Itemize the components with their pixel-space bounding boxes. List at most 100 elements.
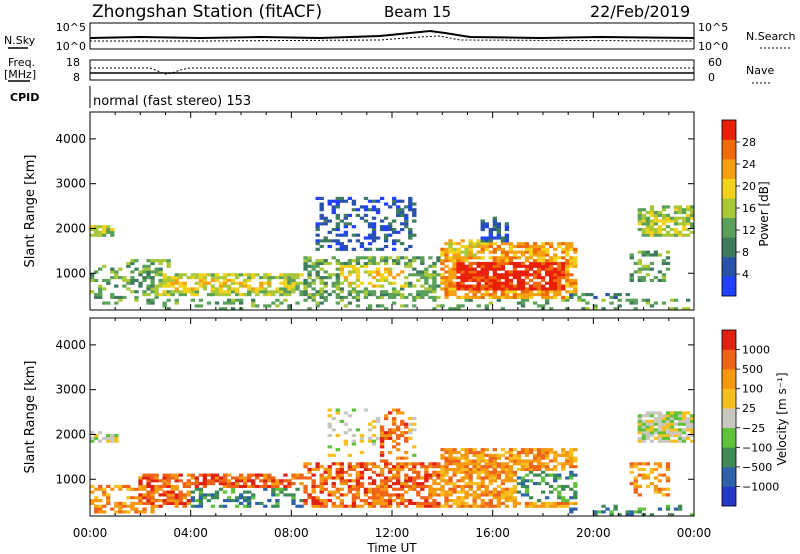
heatmap-cell [448, 467, 453, 472]
heatmap-cell [343, 276, 349, 280]
heatmap-cell [460, 453, 465, 457]
heatmap-cell [476, 284, 481, 288]
heatmap-cell [661, 213, 667, 217]
heatmap-cell [520, 242, 526, 246]
heatmap-cell [432, 273, 437, 277]
heatmap-cell [428, 496, 433, 500]
heatmap-cell [428, 490, 433, 494]
heatmap-cell [186, 479, 191, 483]
heatmap-cell [637, 510, 642, 514]
heatmap-cell [496, 456, 502, 460]
heatmap-cell [379, 227, 385, 232]
heatmap-cell [130, 278, 135, 283]
heatmap-cell [456, 270, 461, 274]
heatmap-cell [90, 484, 95, 489]
heatmap-cell [327, 470, 332, 474]
heatmap-cell [436, 462, 441, 466]
heatmap-cell [681, 227, 687, 232]
heatmap-cell [98, 507, 103, 511]
heatmap-cell [484, 490, 489, 494]
heatmap-cell [335, 278, 340, 283]
heatmap-cell [335, 470, 340, 474]
y-tick-label: 1000 [55, 266, 86, 280]
heatmap-cell [448, 278, 453, 283]
heatmap-cell [665, 436, 671, 440]
heatmap-cell [508, 487, 514, 491]
heatmap-cell [295, 276, 300, 280]
heatmap-cell [500, 295, 506, 299]
heatmap-cell [396, 211, 401, 215]
heatmap-cell [500, 239, 506, 243]
heatmap-cell [480, 467, 485, 472]
heatmap-cell [649, 222, 655, 226]
heatmap-cell [174, 276, 179, 280]
heatmap-cell [637, 211, 642, 215]
heatmap-cell [557, 476, 562, 480]
heatmap-cell [553, 487, 558, 491]
heatmap-cell [210, 287, 216, 291]
heatmap-cell [673, 431, 679, 435]
beam-label: Beam 15 [384, 3, 451, 21]
heatmap-cell [504, 227, 510, 232]
heatmap-cell [472, 465, 477, 469]
heatmap-cell [283, 293, 288, 297]
heatmap-cell [118, 276, 123, 280]
heatmap-cell [404, 264, 409, 268]
heatmap-cell [565, 462, 570, 466]
heatmap-cell [685, 417, 691, 421]
heatmap-cell [230, 476, 236, 480]
heatmap-cell [573, 473, 578, 477]
heatmap-cell [323, 470, 328, 474]
heatmap-cell [657, 211, 663, 215]
heatmap-cell [339, 287, 344, 291]
heatmap-cell [162, 284, 167, 288]
heatmap-cell [424, 270, 429, 274]
colorbar-swatch [722, 486, 736, 507]
heatmap-cell [210, 479, 216, 483]
heatmap-cell [323, 239, 328, 243]
heatmap-cell [383, 216, 389, 220]
heatmap-cell [665, 479, 671, 483]
heatmap-cell [508, 456, 514, 460]
heatmap-cell [114, 301, 119, 305]
heatmap-cell [392, 445, 397, 449]
heatmap-cell [416, 293, 421, 297]
heatmap-cell [307, 293, 312, 297]
heatmap-cell [158, 281, 163, 285]
heatmap-cell [412, 467, 417, 472]
heatmap-cell [665, 411, 671, 415]
heatmap-cell [689, 439, 695, 443]
heatmap-cell [504, 462, 510, 466]
heatmap-cell [190, 490, 195, 494]
heatmap-cell [488, 239, 493, 243]
heatmap-cell [545, 273, 550, 277]
heatmap-cell [677, 216, 683, 220]
heatmap-cell [102, 278, 107, 283]
heatmap-cell [146, 284, 151, 288]
heatmap-cell [396, 273, 401, 277]
heatmap-cell [524, 490, 530, 494]
heatmap-cell [126, 287, 131, 291]
heatmap-cell [524, 242, 530, 246]
heatmap-cell [661, 205, 667, 209]
heatmap-cell [460, 467, 465, 472]
heatmap-cell [198, 278, 204, 283]
heatmap-cell [347, 462, 353, 466]
heatmap-cell [400, 499, 405, 503]
heatmap-cell [456, 496, 461, 500]
heatmap-cell [476, 504, 481, 508]
heatmap-cell [222, 307, 228, 311]
heatmap-cell [629, 253, 634, 257]
heatmap-cell [166, 298, 171, 302]
heatmap-cell [331, 256, 336, 260]
heatmap-cell [371, 270, 377, 274]
heatmap-cell [327, 490, 332, 494]
heatmap-cell [214, 293, 220, 297]
heatmap-cell [452, 253, 457, 257]
heatmap-cell [540, 479, 546, 483]
heatmap-cell [343, 442, 349, 446]
heatmap-cell [557, 453, 562, 457]
heatmap-cell [106, 496, 111, 500]
heatmap-cell [573, 484, 578, 489]
heatmap-cell [299, 482, 304, 486]
